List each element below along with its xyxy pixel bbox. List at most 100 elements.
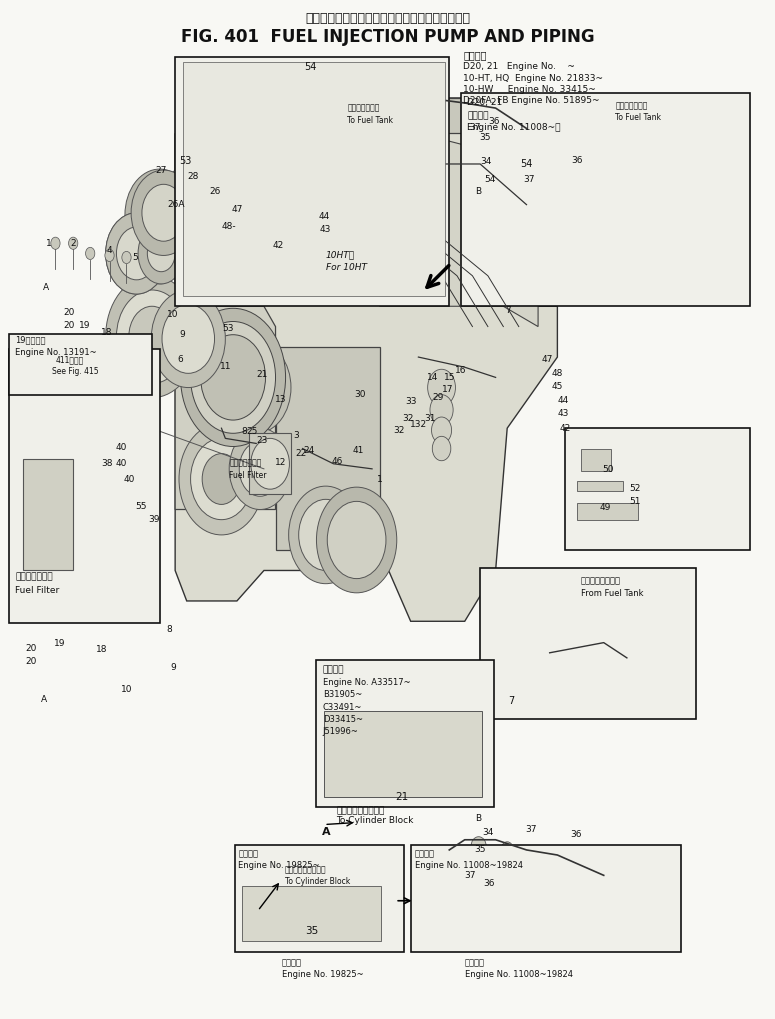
Text: 36: 36 — [488, 117, 500, 125]
Text: 35: 35 — [479, 133, 491, 142]
Text: 5: 5 — [132, 253, 138, 262]
Circle shape — [430, 394, 453, 425]
Circle shape — [181, 320, 262, 425]
Bar — [411, 845, 681, 952]
Circle shape — [432, 417, 452, 443]
Text: 48-: 48- — [222, 222, 236, 231]
Circle shape — [370, 712, 425, 784]
Text: A: A — [322, 826, 330, 837]
Text: 18: 18 — [102, 328, 113, 337]
Text: 52: 52 — [629, 484, 641, 492]
Text: 9: 9 — [179, 330, 185, 339]
Text: 適用号等: 適用号等 — [239, 849, 258, 858]
Text: D20, 21: D20, 21 — [467, 98, 502, 107]
Circle shape — [105, 213, 167, 294]
Text: A: A — [41, 695, 47, 704]
Text: 21: 21 — [257, 370, 268, 379]
Text: 55: 55 — [135, 502, 146, 511]
Text: 51: 51 — [629, 497, 641, 505]
Text: 44: 44 — [557, 396, 569, 406]
Polygon shape — [175, 307, 276, 510]
Bar — [9, 348, 160, 624]
Circle shape — [229, 428, 291, 510]
Text: 26: 26 — [209, 186, 221, 196]
Text: 54: 54 — [484, 174, 495, 183]
Circle shape — [501, 842, 513, 858]
Text: 19: 19 — [79, 321, 91, 330]
Circle shape — [505, 227, 532, 264]
Text: 38: 38 — [102, 460, 113, 469]
Text: 32: 32 — [394, 426, 405, 435]
Text: 49: 49 — [600, 503, 611, 512]
Text: 43: 43 — [557, 410, 569, 419]
Circle shape — [51, 237, 60, 250]
Text: To Fuel Tank: To Fuel Tank — [615, 113, 661, 122]
Circle shape — [129, 307, 175, 367]
Circle shape — [232, 355, 281, 420]
Text: 28: 28 — [188, 171, 198, 180]
Text: 19適用号等: 19適用号等 — [16, 335, 46, 344]
Circle shape — [512, 635, 540, 672]
Text: 40: 40 — [115, 460, 127, 469]
Text: D33415~: D33415~ — [322, 714, 363, 723]
Text: 32: 32 — [403, 414, 414, 423]
Circle shape — [105, 276, 198, 397]
Text: 1: 1 — [46, 238, 52, 248]
Bar — [461, 93, 750, 307]
Text: Fuel Filter: Fuel Filter — [16, 586, 60, 595]
Circle shape — [381, 726, 415, 770]
Text: 22: 22 — [295, 449, 307, 459]
Text: 19: 19 — [53, 639, 65, 648]
Circle shape — [201, 334, 266, 420]
Circle shape — [191, 438, 253, 520]
Text: 適用以外: 適用以外 — [467, 111, 488, 120]
Bar — [480, 569, 697, 718]
Text: 9: 9 — [170, 662, 177, 672]
Text: Engine No. 11008~・: Engine No. 11008~・ — [467, 123, 560, 132]
Text: 23: 23 — [257, 436, 268, 445]
Text: 11: 11 — [219, 362, 231, 371]
Text: 6: 6 — [177, 355, 184, 364]
Circle shape — [471, 837, 487, 857]
Circle shape — [298, 499, 353, 571]
Text: フェルタンクへ: フェルタンクへ — [347, 104, 380, 112]
Text: D20, 21   Engine No.    ~: D20, 21 Engine No. ~ — [463, 62, 575, 71]
Text: To Cylinder Block: To Cylinder Block — [336, 816, 414, 825]
Text: 37: 37 — [525, 825, 537, 835]
Text: Engine No. A33517~: Engine No. A33517~ — [322, 679, 410, 687]
Text: 132: 132 — [410, 420, 427, 429]
Bar — [577, 481, 623, 491]
Text: 47: 47 — [232, 205, 243, 214]
Text: 39: 39 — [148, 516, 160, 524]
Circle shape — [105, 250, 114, 262]
Circle shape — [125, 169, 195, 261]
Text: 40: 40 — [123, 475, 135, 483]
Text: フェルタンクから: フェルタンクから — [580, 577, 621, 586]
Text: A: A — [43, 283, 50, 292]
Text: 50: 50 — [602, 466, 614, 475]
Circle shape — [192, 333, 251, 411]
Circle shape — [162, 305, 215, 373]
Text: From Fuel Tank: From Fuel Tank — [580, 589, 643, 598]
Text: 18: 18 — [96, 645, 108, 654]
Circle shape — [181, 309, 285, 446]
Polygon shape — [175, 98, 565, 622]
Text: フェルタンクへ: フェルタンクへ — [615, 101, 648, 110]
Text: B: B — [475, 814, 481, 823]
Circle shape — [173, 186, 216, 244]
Circle shape — [115, 226, 157, 281]
Text: 36: 36 — [572, 157, 584, 165]
Circle shape — [527, 247, 549, 275]
Text: 48: 48 — [551, 369, 563, 378]
Circle shape — [327, 501, 386, 579]
Text: 20: 20 — [25, 644, 36, 653]
Text: 適用号等: 適用号等 — [281, 959, 301, 968]
Text: 37: 37 — [469, 123, 480, 131]
Text: 1: 1 — [377, 475, 383, 483]
Circle shape — [93, 471, 102, 483]
Text: Engine No. 11008~19824: Engine No. 11008~19824 — [465, 970, 573, 979]
Text: シリンダブロックへ: シリンダブロックへ — [336, 806, 385, 815]
Circle shape — [222, 341, 291, 433]
Text: J51996~: J51996~ — [322, 727, 359, 736]
Circle shape — [316, 487, 397, 593]
